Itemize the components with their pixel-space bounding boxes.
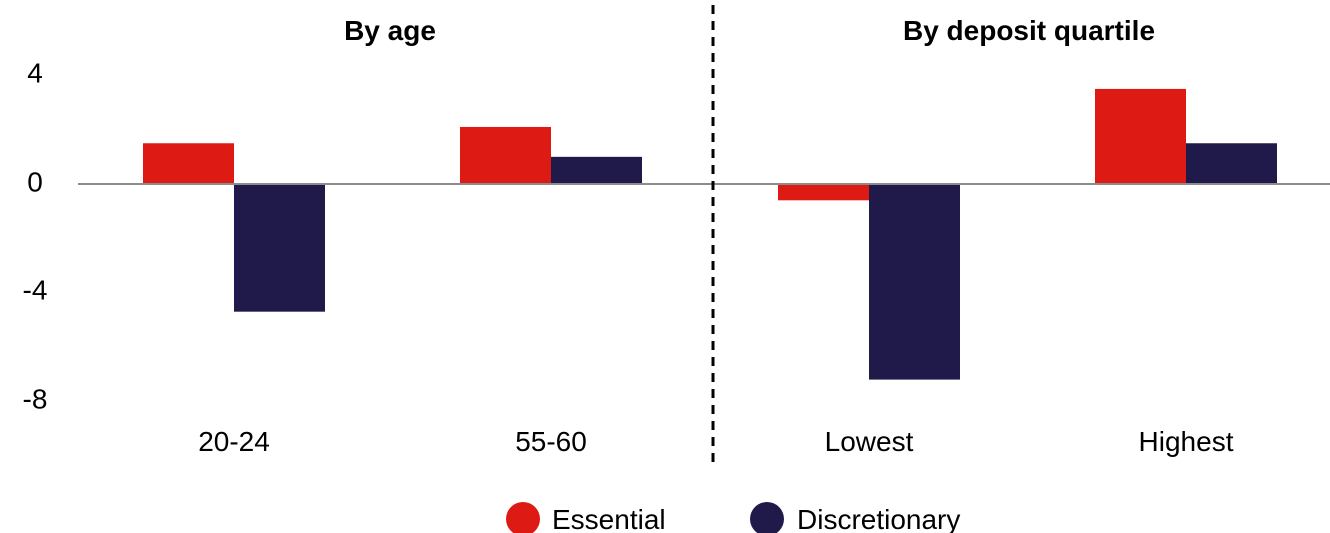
y-tick-label: -8 [23,383,48,414]
panel-title-by-deposit-quartile: By deposit quartile [903,15,1155,46]
legend-label-discretionary: Discretionary [797,504,960,533]
category-label-55-60: 55-60 [515,426,587,457]
bar-essential-20-24 [143,143,234,184]
bar-essential-55-60 [460,126,551,184]
category-label-lowest: Lowest [825,426,914,457]
y-tick-label: 0 [27,166,43,197]
bar-discretionary-lowest [869,184,960,380]
legend-swatch-discretionary [750,502,784,533]
legend-swatch-essential [506,502,540,533]
y-tick-label: -4 [23,274,48,305]
bar-discretionary-55-60 [551,156,642,184]
bar-discretionary-20-24 [234,184,325,312]
bar-essential-highest [1095,88,1186,184]
bars [143,88,1277,380]
category-label-20-24: 20-24 [198,426,270,457]
panel-titles: By age By deposit quartile [344,15,1155,46]
bar-discretionary-highest [1186,143,1277,184]
legend-label-essential: Essential [552,504,666,533]
y-tick-label: 4 [27,57,43,88]
legend: Essential Discretionary [506,502,960,533]
category-label-highest: Highest [1139,426,1234,457]
category-labels: 20-24 55-60 Lowest Highest [198,426,1234,457]
y-axis-ticks: 4 0 -4 -8 [23,57,48,414]
panel-title-by-age: By age [344,15,436,46]
bar-essential-lowest [778,184,869,201]
